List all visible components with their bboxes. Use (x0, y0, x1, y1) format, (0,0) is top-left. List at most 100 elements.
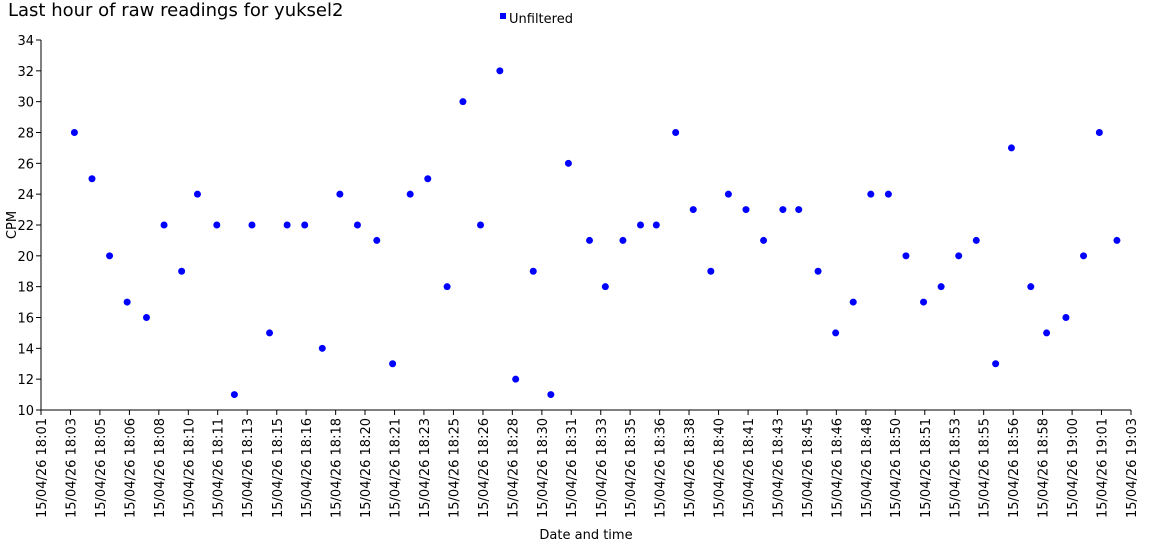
y-tick-label: 14 (17, 342, 34, 357)
x-tick-label: 15/04/26 18:25 (447, 418, 462, 518)
point (779, 206, 787, 214)
legend-label: Unfiltered (509, 12, 573, 27)
x-tick-label: 15/04/26 18:08 (153, 418, 168, 518)
y-tick-label: 20 (17, 250, 34, 265)
point (496, 67, 504, 75)
y-tick-label: 28 (17, 127, 34, 142)
x-tick-label: 15/04/26 18:20 (359, 418, 374, 518)
x-tick-label: 15/04/26 18:16 (300, 418, 315, 518)
y-tick-label: 26 (17, 157, 34, 172)
x-tick-label: 15/04/26 18:53 (948, 418, 963, 518)
point (1062, 314, 1070, 321)
point (832, 329, 840, 337)
point (814, 267, 822, 275)
point (301, 221, 309, 229)
point (459, 98, 467, 106)
x-tick-label: 15/04/26 18:51 (919, 418, 934, 518)
x-tick-label: 15/04/26 18:48 (860, 418, 875, 518)
x-tick-label: 15/04/26 18:40 (713, 418, 728, 518)
point (193, 190, 201, 198)
point (353, 221, 361, 229)
point (849, 298, 857, 306)
x-tick-label: 15/04/26 18:58 (1037, 418, 1052, 518)
x-tick-label: 15/04/26 18:55 (978, 418, 993, 518)
legend-swatch (500, 13, 506, 19)
chart-title: Last hour of raw readings for yuksel2 (8, 0, 343, 21)
point (619, 236, 627, 244)
point (424, 175, 432, 183)
point (529, 267, 537, 275)
y-axis-label: CPM (5, 211, 20, 239)
point (373, 236, 381, 244)
point (742, 206, 750, 214)
x-tick-label: 15/04/26 18:38 (683, 418, 698, 518)
point (406, 190, 414, 198)
x-axis-label: Date and time (539, 528, 632, 543)
x-tick-label: 15/04/26 18:56 (1007, 418, 1022, 518)
point (884, 190, 892, 198)
point (637, 221, 644, 229)
point (336, 190, 344, 198)
point (760, 236, 768, 244)
point (123, 298, 131, 306)
x-tick-label: 15/04/26 18:05 (94, 418, 109, 518)
x-tick-label: 15/04/26 18:26 (477, 418, 492, 518)
point (248, 221, 256, 229)
point (1095, 129, 1103, 136)
point (724, 190, 732, 198)
point (283, 221, 291, 229)
point (1043, 329, 1051, 337)
x-tick-label: 15/04/26 19:03 (1125, 418, 1140, 518)
point (601, 283, 609, 291)
x-tick-label: 15/04/26 18:50 (889, 418, 904, 518)
point (586, 236, 594, 244)
x-tick-label: 15/04/26 18:18 (330, 418, 345, 518)
point (972, 236, 980, 244)
x-tick-label: 15/04/26 18:36 (654, 418, 669, 518)
point (230, 391, 238, 399)
point (1080, 252, 1088, 260)
x-tick-label: 15/04/26 18:23 (418, 418, 433, 518)
point (512, 375, 520, 383)
point (867, 190, 875, 198)
y-tick-label: 10 (17, 404, 34, 419)
point (920, 298, 928, 306)
y-tick-label: 34 (17, 34, 34, 49)
y-tick-label: 30 (17, 96, 34, 111)
x-tick-label: 15/04/26 18:03 (65, 418, 80, 518)
y-tick-label: 16 (17, 312, 34, 327)
point (992, 360, 1000, 368)
x-tick-label: 15/04/26 18:45 (801, 418, 816, 518)
point (1113, 236, 1121, 244)
y-tick-label: 32 (17, 65, 34, 80)
x-tick-label: 15/04/26 18:01 (35, 418, 50, 518)
x-tick-label: 15/04/26 18:33 (595, 418, 610, 518)
point (266, 329, 274, 337)
point (106, 252, 114, 260)
x-tick-label: 15/04/26 18:46 (830, 418, 845, 518)
point (178, 267, 186, 275)
point (564, 159, 572, 167)
point (955, 252, 963, 260)
x-tick-label: 15/04/26 18:21 (389, 418, 404, 518)
x-tick-label: 15/04/26 18:10 (182, 418, 197, 518)
point (142, 314, 150, 321)
point (318, 344, 326, 352)
point (70, 129, 78, 136)
point (443, 283, 451, 291)
x-tick-label: 15/04/26 18:41 (742, 418, 757, 518)
y-tick-label: 24 (17, 188, 34, 203)
point (1027, 283, 1035, 291)
point (689, 206, 697, 214)
x-tick-label: 15/04/26 18:06 (123, 418, 138, 518)
x-tick-label: 15/04/26 19:00 (1066, 418, 1081, 518)
x-tick-label: 15/04/26 18:31 (565, 418, 580, 518)
x-tick-label: 15/04/26 18:43 (771, 418, 786, 518)
point (389, 360, 397, 368)
x-tick-label: 15/04/26 18:15 (271, 418, 286, 518)
point (88, 175, 96, 183)
point (652, 221, 660, 229)
x-tick-label: 15/04/26 19:01 (1095, 418, 1110, 518)
point (547, 391, 555, 399)
